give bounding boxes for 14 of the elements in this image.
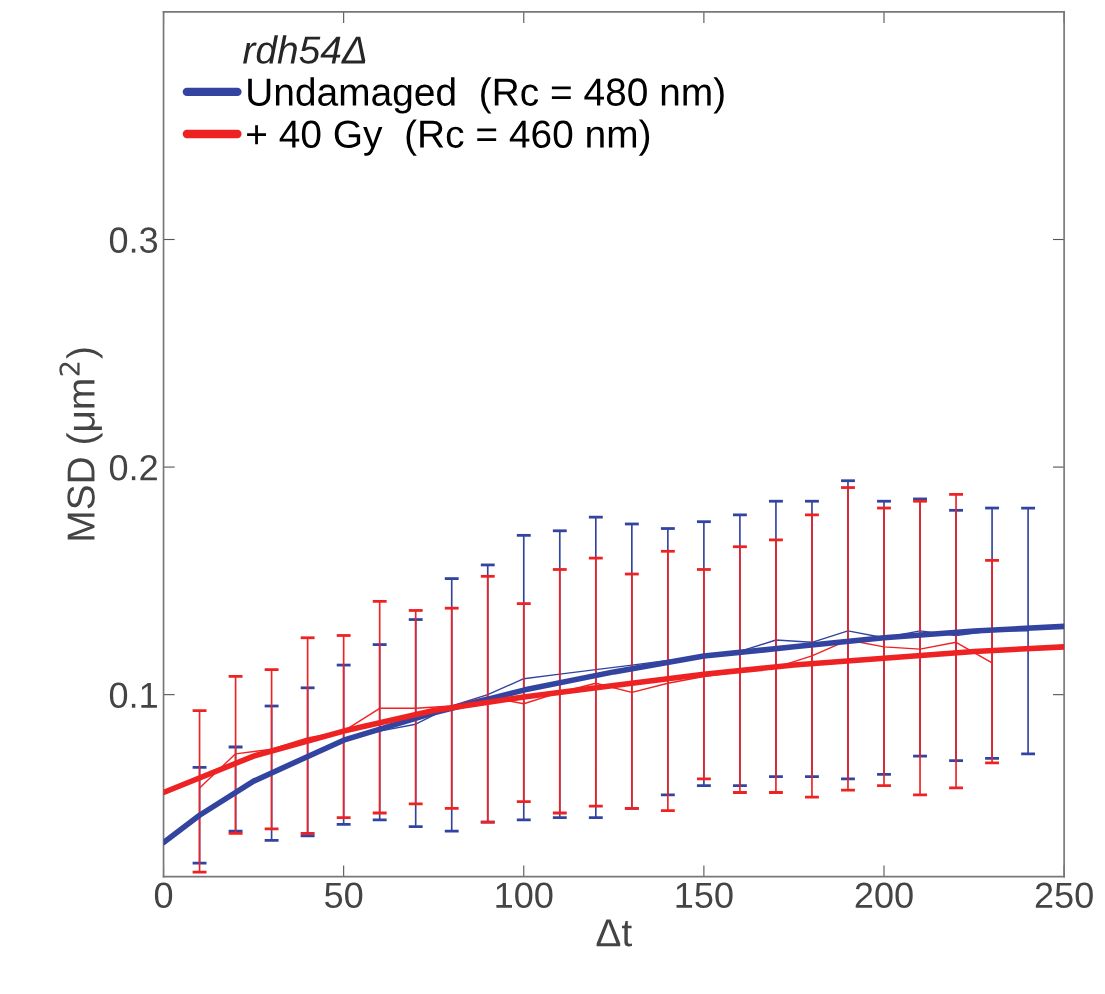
x-tick-label: 200: [855, 882, 913, 909]
legend-title: rdh54Δ: [243, 35, 366, 64]
x-tick-label: 250: [1035, 882, 1093, 909]
x-axis-title: Δt: [596, 919, 632, 947]
x-tick-label: 50: [325, 882, 363, 909]
legend-label: + 40 Gy (Rc = 460 nm): [247, 119, 650, 156]
y-tick-label: 0.3: [109, 227, 158, 253]
legend-label: Undamaged (Rc = 480 nm): [248, 77, 724, 114]
x-tick-label: 0: [154, 882, 173, 909]
x-tick-label: 100: [496, 882, 553, 909]
y-tick-label: 0.2: [109, 454, 157, 481]
y-tick-label: 0.1: [109, 682, 157, 709]
x-tick-label: 150: [676, 882, 733, 909]
y-axis-title: MSD (μm$^{2}$): [59, 348, 103, 540]
